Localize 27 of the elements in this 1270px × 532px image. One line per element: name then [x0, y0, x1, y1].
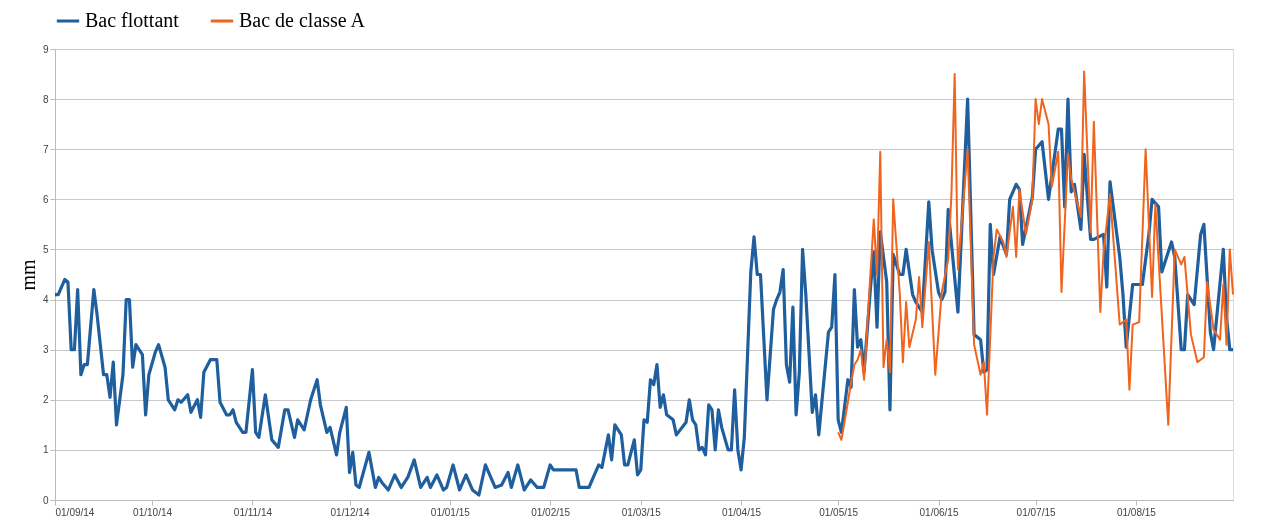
x-tick-label: 01/04/15	[722, 506, 762, 518]
x-tick-label: 01/02/15	[531, 506, 571, 518]
y-tick-label: 8	[42, 93, 49, 105]
x-tick-label: 01/03/15	[621, 506, 662, 518]
x-tick-label: 01/01/15	[430, 506, 471, 518]
y-tick-label: 3	[42, 344, 49, 356]
x-tick-label: 01/12/14	[330, 506, 370, 518]
y-tick-label: 6	[42, 193, 49, 205]
x-tick-label: 01/11/14	[233, 506, 273, 518]
legend-label: Bac flottant	[85, 9, 180, 31]
line-series	[837, 70, 1234, 441]
x-tick-label: 01/06/15	[919, 506, 959, 518]
line-series	[53, 97, 1235, 497]
y-axis-title: mm	[16, 259, 39, 291]
y-tick-label: 5	[42, 243, 49, 255]
y-tick-label: 9	[42, 43, 49, 55]
x-tick-label: 01/10/14	[133, 506, 173, 518]
x-tick-label: 01/07/15	[1016, 506, 1056, 518]
y-tick-label: 4	[42, 294, 49, 306]
y-tick-label: 0	[42, 494, 49, 506]
y-tick-label: 7	[42, 143, 49, 155]
y-tick-label: 1	[42, 444, 49, 456]
x-tick-label: 01/09/14	[55, 506, 95, 518]
x-tick-label: 01/05/15	[819, 506, 859, 518]
x-tick-label: 01/08/15	[1116, 506, 1157, 518]
y-tick-label: 2	[42, 394, 49, 406]
legend-label: Bac de classe A	[239, 9, 366, 31]
